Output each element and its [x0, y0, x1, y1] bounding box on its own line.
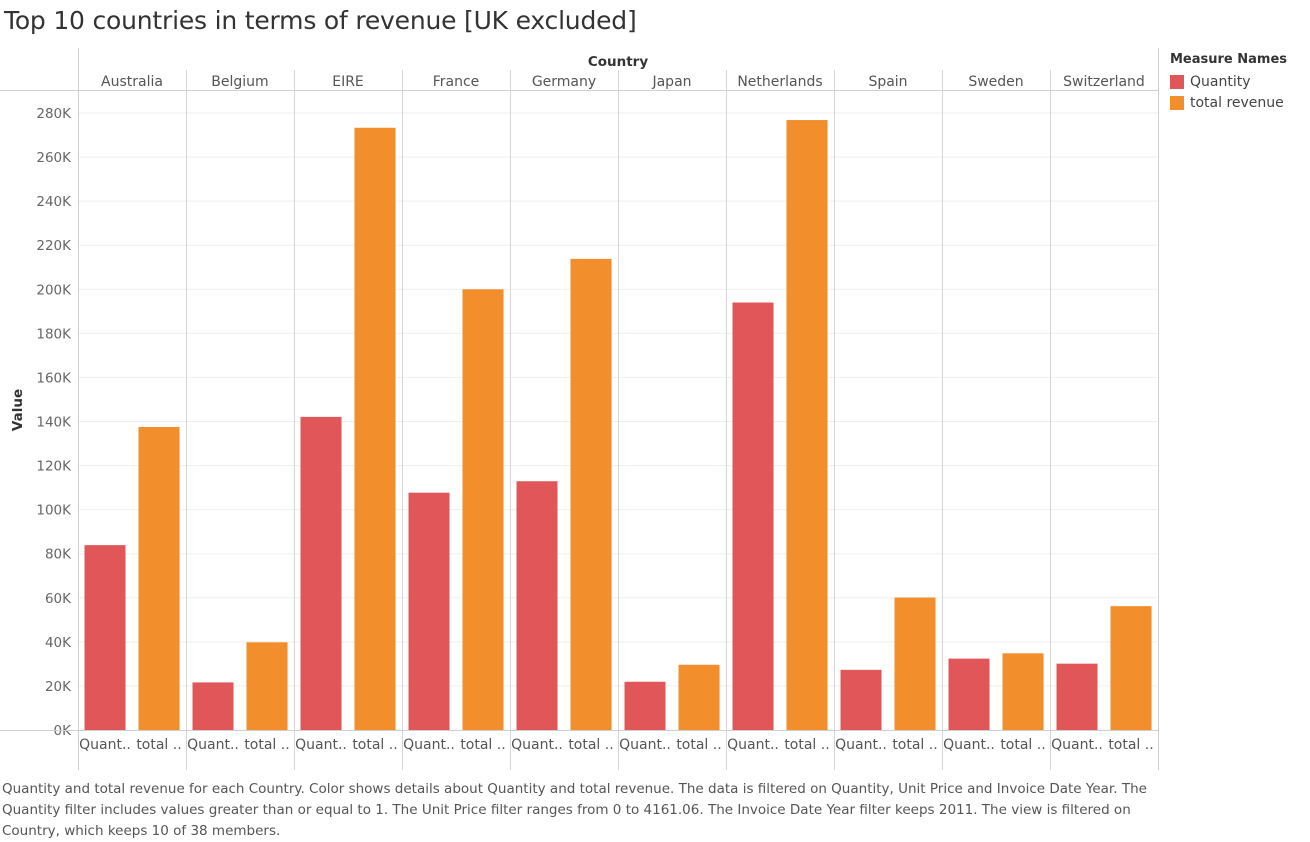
category-label-japan: Japan [651, 74, 691, 90]
category-label-eire: EIRE [332, 74, 364, 90]
category-label-switzerland: Switzerland [1063, 74, 1145, 90]
y-tick-label: 260K [36, 150, 72, 166]
bar-sweden-total-revenue [1002, 653, 1044, 730]
bar-netherlands-quantity [732, 302, 774, 730]
chart-title: Top 10 countries in terms of revenue [UK… [4, 6, 637, 35]
y-tick-label: 240K [36, 194, 72, 210]
bar-france-quantity [408, 492, 450, 730]
x-tick-label: Quant.. [943, 737, 995, 753]
bar-japan-total-revenue [678, 664, 720, 730]
bar-spain-total-revenue [894, 597, 936, 730]
bar-netherlands-total-revenue [786, 120, 828, 730]
x-tick-label: Quant.. [403, 737, 455, 753]
legend-swatch-quantity [1170, 74, 1184, 89]
bar-australia-quantity [84, 545, 126, 730]
y-tick-label: 220K [36, 238, 72, 254]
legend-swatch-total-revenue [1170, 95, 1184, 110]
y-tick-label: 80K [45, 547, 72, 563]
bar-belgium-quantity [192, 682, 234, 730]
y-tick-label: 180K [36, 326, 72, 342]
bar-eire-total-revenue [354, 127, 396, 731]
bar-germany-quantity [516, 481, 558, 730]
y-tick-label: 280K [36, 106, 72, 122]
x-tick-label: Quant.. [187, 737, 239, 753]
x-tick-label: total .. [568, 737, 613, 753]
category-label-netherlands: Netherlands [737, 74, 822, 90]
x-tick-label: total .. [352, 737, 397, 753]
bar-switzerland-total-revenue [1110, 606, 1152, 730]
bar-australia-total-revenue [138, 427, 180, 730]
y-tick-label: 60K [45, 591, 72, 607]
x-tick-label: total .. [1108, 737, 1153, 753]
legend-label-total-revenue: total revenue [1190, 94, 1284, 111]
y-tick-label: 160K [36, 370, 72, 386]
x-tick-label: Quant.. [511, 737, 563, 753]
x-tick-label: Quant.. [619, 737, 671, 753]
x-tick-label: Quant.. [79, 737, 131, 753]
y-tick-label: 200K [36, 282, 72, 298]
x-tick-label: Quant.. [727, 737, 779, 753]
x-tick-label: total .. [676, 737, 721, 753]
x-tick-label: total .. [460, 737, 505, 753]
bar-switzerland-quantity [1056, 663, 1098, 730]
x-tick-label: total .. [136, 737, 181, 753]
x-tick-label: total .. [892, 737, 937, 753]
bar-japan-quantity [624, 681, 666, 730]
bar-sweden-quantity [948, 658, 990, 730]
category-label-spain: Spain [868, 74, 907, 90]
x-tick-label: total .. [244, 737, 289, 753]
category-label-australia: Australia [101, 74, 163, 90]
bar-germany-total-revenue [570, 258, 612, 730]
category-label-france: France [433, 74, 480, 90]
legend[interactable]: Measure Names Quantity total revenue [1170, 52, 1287, 113]
x-tick-label: Quant.. [835, 737, 887, 753]
bar-france-total-revenue [462, 289, 504, 730]
y-tick-label: 40K [45, 635, 72, 651]
bar-eire-quantity [300, 416, 342, 730]
y-tick-label: 20K [45, 679, 72, 695]
bar-chart: 0K20K40K60K80K100K120K140K160K180K200K22… [0, 48, 1159, 770]
x-tick-label: total .. [1000, 737, 1045, 753]
category-label-sweden: Sweden [968, 74, 1023, 90]
category-label-germany: Germany [532, 74, 596, 90]
legend-item-quantity[interactable]: Quantity [1170, 71, 1287, 92]
legend-label-quantity: Quantity [1190, 73, 1251, 90]
legend-item-total-revenue[interactable]: total revenue [1170, 92, 1287, 113]
x-tick-label: Quant.. [295, 737, 347, 753]
chart-caption: Quantity and total revenue for each Coun… [2, 781, 1147, 839]
y-tick-label: 120K [36, 459, 72, 475]
x-tick-label: total .. [784, 737, 829, 753]
y-tick-label: 100K [36, 503, 72, 519]
legend-title: Measure Names [1170, 52, 1288, 67]
x-tick-label: Quant.. [1051, 737, 1103, 753]
category-label-belgium: Belgium [211, 74, 268, 90]
y-axis-title: Value [10, 389, 26, 431]
bar-belgium-total-revenue [246, 642, 288, 730]
y-tick-label: 140K [36, 415, 72, 431]
column-header: Country [588, 54, 649, 70]
bar-spain-quantity [840, 669, 882, 730]
